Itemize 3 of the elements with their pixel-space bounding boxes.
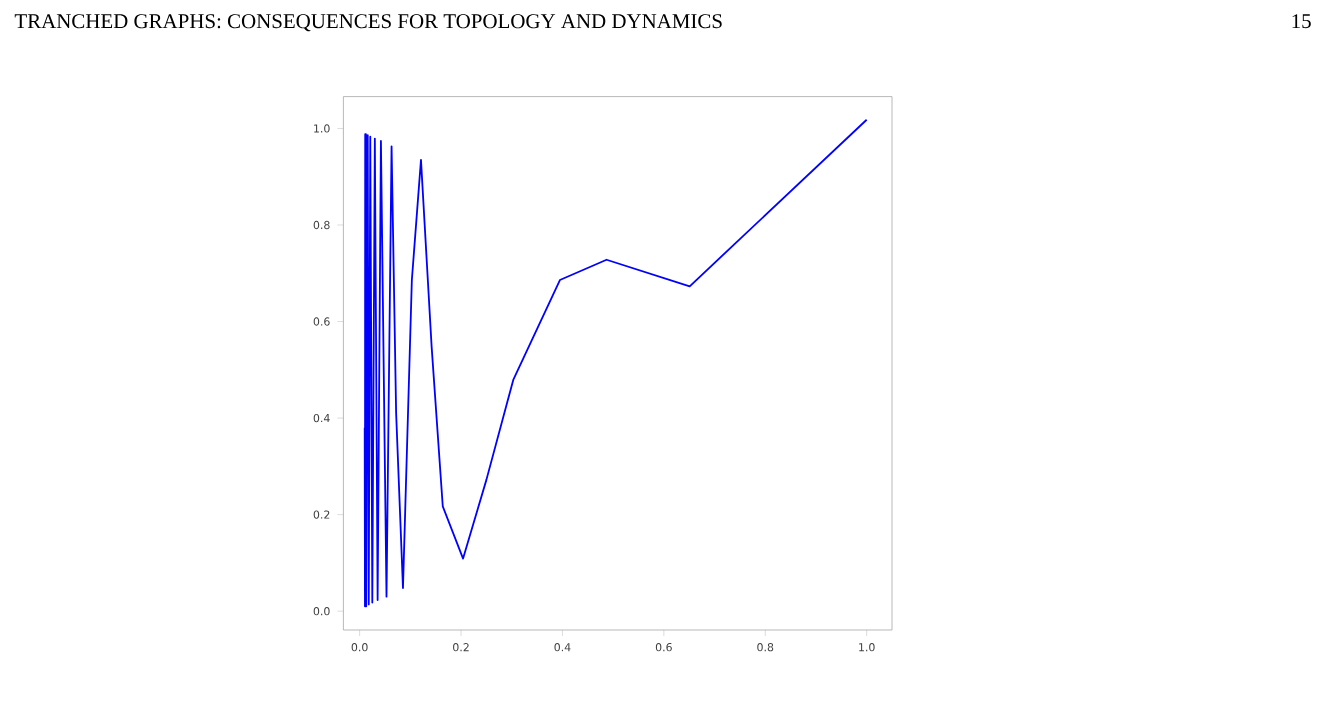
line-series (363, 118, 868, 608)
text: 15 (1292, 14, 1311, 29)
text: TRANCHED GRAPHS: CONSEQUENCES FOR TOPOLOGY AND DYNAMICS (14, 14, 722, 32)
